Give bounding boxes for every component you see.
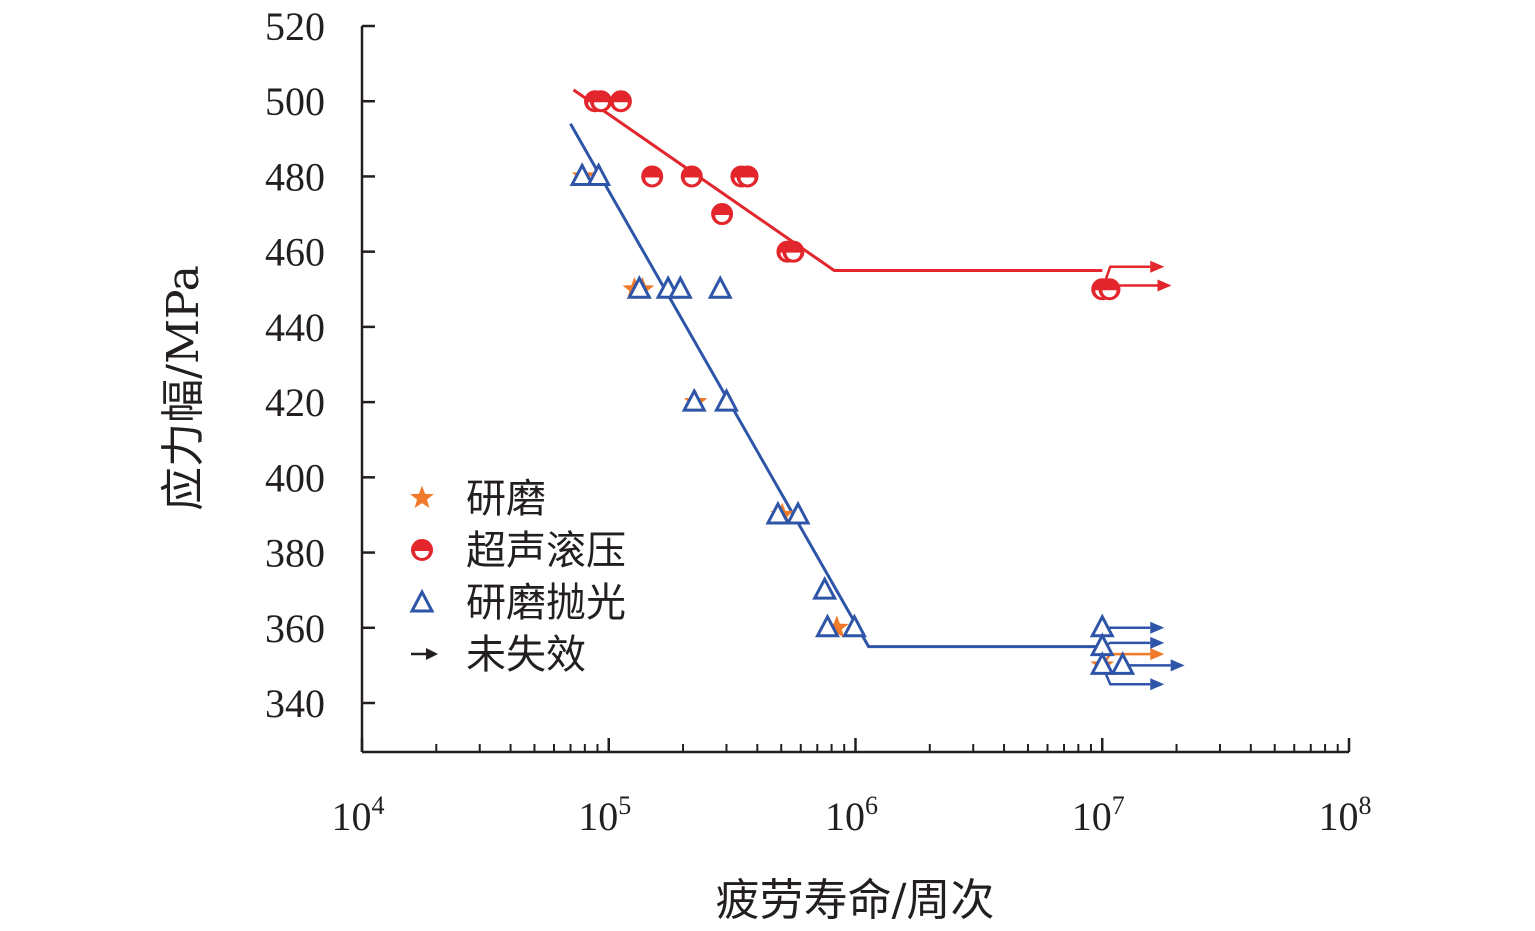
- triangle-point: [569, 162, 595, 186]
- legend-star-icon: [410, 485, 434, 509]
- triangle-point: [1089, 651, 1115, 675]
- triangle-point: [812, 575, 838, 600]
- half-circle-point-highlight: [786, 252, 801, 260]
- triangle-point: [586, 162, 612, 186]
- y-tick-label: 440: [265, 305, 325, 350]
- fit-line: [572, 88, 1103, 272]
- legend-triangle-icon: [409, 588, 435, 613]
- x-tick-label: 106: [825, 791, 878, 839]
- legend-label: 未失效: [466, 632, 586, 678]
- half-circle-point-highlight: [1102, 290, 1117, 298]
- half-circle-point-highlight: [715, 215, 730, 223]
- fit-line: [569, 123, 1103, 649]
- data-markers: [569, 90, 1136, 676]
- x-axis-title: 疲劳寿命/周次: [716, 875, 995, 926]
- x-ticks: 104 105 106 107 108: [332, 738, 1372, 839]
- runout-arrow-head: [1170, 659, 1185, 672]
- triangle-point: [1110, 651, 1136, 675]
- triangle-point: [713, 387, 739, 412]
- runout-arrow-head: [1150, 636, 1165, 649]
- legend-arrow-head-icon: [426, 648, 438, 660]
- x-tick-label: 104: [332, 791, 385, 839]
- triangle-point: [841, 613, 867, 638]
- half-circle-point-highlight: [613, 102, 628, 110]
- half-circle-point-highlight: [645, 177, 660, 185]
- x-tick-label: 108: [1319, 791, 1372, 839]
- legend-label: 研磨: [466, 476, 546, 522]
- legend-label: 研磨抛光: [466, 580, 626, 626]
- y-ticks: 340 360 380 400 420 440 460 480 500 520: [265, 4, 375, 726]
- y-tick-label: 420: [265, 380, 325, 425]
- y-tick-label: 520: [265, 4, 325, 49]
- x-tick-label: 107: [1072, 791, 1125, 839]
- triangle-point: [681, 387, 707, 412]
- y-tick-label: 460: [265, 230, 325, 275]
- runout-arrow-head: [1157, 279, 1172, 292]
- runout-arrow-line: [1101, 641, 1151, 648]
- runout-arrow-head: [1150, 678, 1165, 691]
- triangle-point: [626, 275, 652, 299]
- runout-arrow-head: [1150, 260, 1165, 273]
- y-tick-label: 500: [265, 79, 325, 124]
- triangle-point: [707, 275, 733, 299]
- y-tick-label: 480: [265, 154, 325, 199]
- triangle-point: [765, 500, 791, 525]
- legend-half-circle-icon-highlight: [415, 551, 429, 558]
- x-tick-label: 105: [578, 791, 631, 839]
- y-tick-label: 340: [265, 681, 325, 726]
- runout-arrows: [1101, 260, 1185, 691]
- half-circle-point-highlight: [740, 177, 755, 185]
- half-circle-point-highlight: [593, 102, 608, 110]
- triangle-point: [785, 500, 811, 525]
- triangle-point: [815, 613, 840, 638]
- y-axis-title: 应力幅/MPa: [158, 265, 209, 511]
- legend-label: 超声滚压: [466, 528, 626, 574]
- runout-arrow-head: [1150, 648, 1165, 661]
- x-minor-ticks: [435, 744, 1339, 752]
- y-tick-label: 400: [265, 455, 325, 500]
- half-circle-point-highlight: [684, 177, 699, 185]
- runout-arrow-head: [1150, 621, 1165, 634]
- triangle-point: [667, 275, 693, 299]
- y-tick-label: 380: [265, 531, 325, 576]
- y-tick-label: 360: [265, 606, 325, 651]
